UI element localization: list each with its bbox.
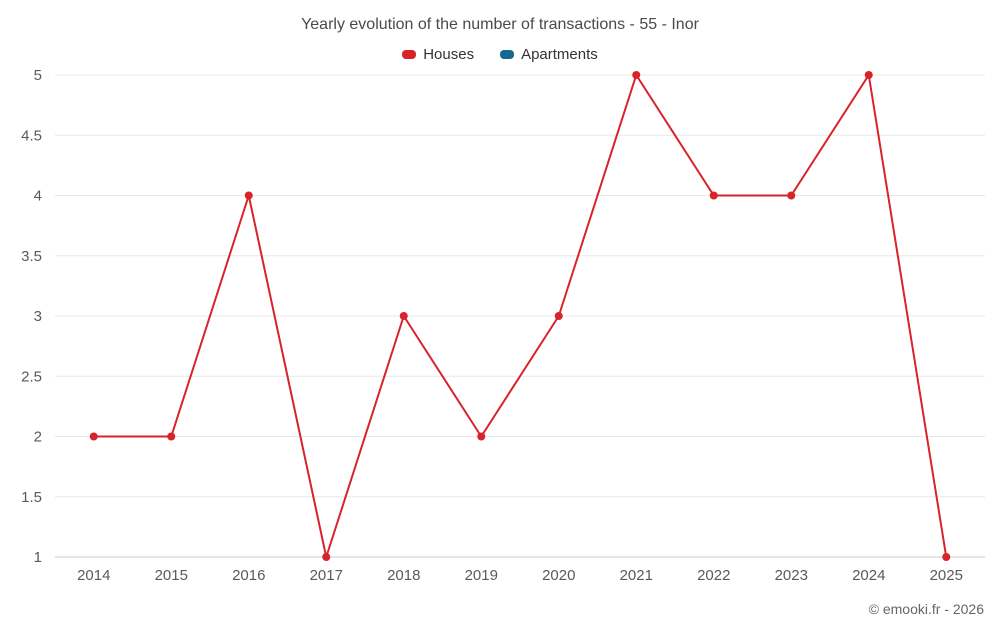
houses-series-swatch-icon <box>402 50 417 59</box>
legend-item-houses[interactable]: Houses <box>402 46 474 63</box>
legend-label-houses: Houses <box>423 46 475 63</box>
data-point-houses-2017[interactable] <box>322 553 331 561</box>
chart-title: Yearly evolution of the number of transa… <box>301 16 699 33</box>
apartments-series-swatch-icon <box>500 50 515 59</box>
x-tick-label: 2016 <box>232 567 265 584</box>
x-tick-label: 2023 <box>775 567 808 584</box>
y-tick-label: 3.5 <box>21 248 42 265</box>
x-tick-label: 2017 <box>310 567 343 584</box>
legend: Houses Apartments <box>0 46 1000 63</box>
x-tick-label: 2024 <box>852 567 885 584</box>
x-tick-label: 2020 <box>542 567 575 584</box>
x-tick-label: 2022 <box>697 567 730 584</box>
data-point-houses-2023[interactable] <box>787 191 796 200</box>
data-point-houses-2018[interactable] <box>399 312 408 320</box>
series-line-houses <box>93 74 948 558</box>
data-point-houses-2024[interactable] <box>864 71 873 79</box>
data-point-houses-2020[interactable] <box>554 312 563 320</box>
x-tick-label: 2025 <box>930 567 963 584</box>
data-point-houses-2015[interactable] <box>167 432 176 441</box>
y-tick-label: 1 <box>34 549 42 566</box>
y-tick-label: 2 <box>34 429 42 446</box>
y-tick-label: 3 <box>34 308 42 325</box>
data-point-houses-2025[interactable] <box>942 553 951 561</box>
data-point-houses-2014[interactable] <box>89 432 98 441</box>
x-tick-label: 2019 <box>465 567 498 584</box>
y-tick-label: 2.5 <box>21 368 42 385</box>
y-tick-label: 4.5 <box>21 127 42 144</box>
y-tick-label: 5 <box>34 67 42 84</box>
legend-label-apartments: Apartments <box>521 46 598 63</box>
data-point-houses-2021[interactable] <box>632 71 641 79</box>
data-point-houses-2022[interactable] <box>709 191 718 200</box>
x-tick-label: 2014 <box>77 567 110 584</box>
x-tick-label: 2018 <box>387 567 420 584</box>
x-tick-label: 2015 <box>155 567 188 584</box>
data-point-houses-2019[interactable] <box>477 432 486 441</box>
data-point-houses-2016[interactable] <box>244 191 253 200</box>
y-tick-label: 4 <box>34 188 42 205</box>
x-tick-label: 2021 <box>620 567 653 584</box>
copyright-text: © emooki.fr - 2026 <box>868 601 984 617</box>
y-tick-label: 1.5 <box>21 489 42 506</box>
legend-item-apartments[interactable]: Apartments <box>500 46 598 63</box>
